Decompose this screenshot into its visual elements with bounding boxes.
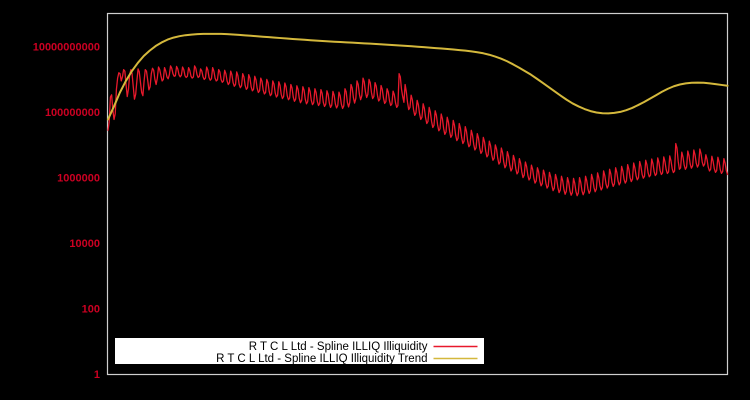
data-series-group xyxy=(107,32,729,197)
y-axis-tick-label: 10000000000 xyxy=(33,42,100,54)
y-axis-tick-label: 100 xyxy=(82,304,100,316)
y-axis-tick-label: 1000000 xyxy=(57,173,100,185)
y-axis-tick-label: 100000000 xyxy=(45,107,100,119)
chart-legend[interactable]: R T C L Ltd - Spline ILLIQ IlliquidityR … xyxy=(115,338,484,366)
legend-entry-label: R T C L Ltd - Spline ILLIQ Illiquidity T… xyxy=(216,353,427,365)
y-axis-tick-label: 10000 xyxy=(69,238,100,250)
plot-frame xyxy=(106,12,729,376)
legend-background xyxy=(115,338,484,364)
y-axis-tick-label: 1 xyxy=(94,369,100,381)
legend-entry-label: R T C L Ltd - Spline ILLIQ Illiquidity xyxy=(249,341,428,353)
y-axis-tick-labels: 1 100 10000 1000000 100000000 10000000000 xyxy=(33,42,100,381)
series-illiquidity-line xyxy=(107,65,729,197)
series-illiquidity-trend-line xyxy=(107,32,729,121)
